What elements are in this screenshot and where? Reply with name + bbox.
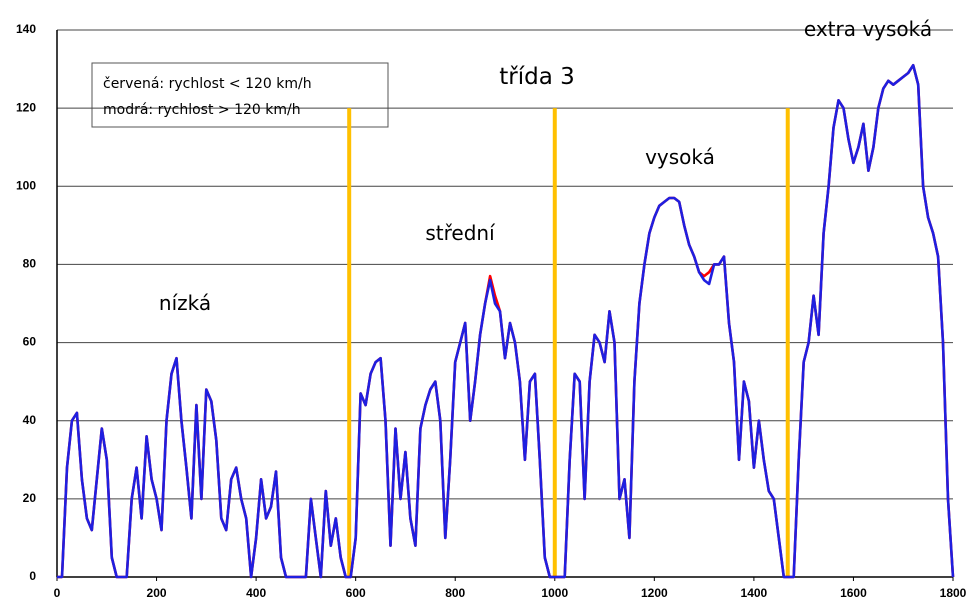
y-tick-label: 100 [16,178,36,192]
phase-label: vysoká [645,145,715,169]
y-tick-label: 0 [29,569,36,583]
phase-label: extra vysoká [804,17,932,41]
x-tick-label: 800 [445,586,465,600]
series-line [57,63,955,579]
legend-text: modrá: rychlost > 120 km/h [103,102,301,118]
y-tick-label: 120 [16,100,36,114]
x-tick-label: 1200 [641,586,668,600]
legend-text: červená: rychlost < 120 km/h [103,76,312,92]
x-tick-label: 1600 [840,586,867,600]
x-tick-label: 200 [147,586,167,600]
x-tick-label: 1000 [541,586,568,600]
y-tick-label: 140 [16,22,36,36]
chart-title: třída 3 [499,64,575,90]
x-tick-label: 600 [346,586,366,600]
x-tick-label: 1400 [741,586,768,600]
legend-box [91,62,389,128]
phase-label: střední [425,221,496,245]
x-tick-label: 1800 [940,586,967,600]
y-tick-label: 60 [23,335,37,349]
x-tick-label: 0 [54,586,61,600]
y-tick-label: 40 [23,413,37,427]
x-tick-label: 400 [246,586,266,600]
y-tick-label: 80 [23,257,37,271]
y-tick-label: 20 [23,491,37,505]
phase-label: nízká [159,291,211,315]
